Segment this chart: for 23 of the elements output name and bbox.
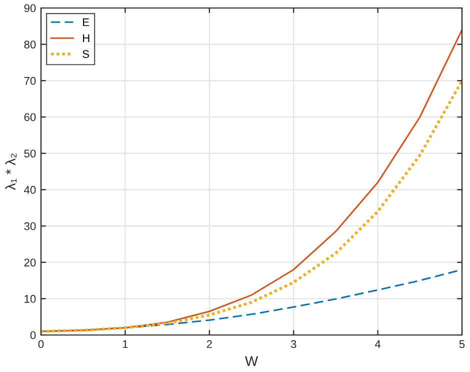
x-tick-label: 1 [122,340,128,348]
legend-label: S [82,50,90,58]
y-tick-label: 90 [24,4,36,12]
x-tick-label: 0 [38,340,44,348]
y-tick-label: 0 [30,331,36,340]
x-tick-label: 3 [290,340,296,348]
y-tick-label: 20 [24,258,36,266]
y-tick-label: 60 [24,113,36,122]
x-tick-label: 4 [374,340,381,348]
y-tick-label: 30 [24,222,36,230]
y-tick-label: 70 [24,76,36,85]
y-tick-label: 50 [24,150,36,158]
line-series [41,79,462,333]
line-series [41,29,462,332]
y-tick-label: 40 [24,186,36,194]
y-axis-title: λ₁ * λ₂ [5,154,17,190]
x-tick-label: 5 [459,340,465,348]
legend-label: E [83,18,90,26]
y-tick-label: 10 [24,294,36,303]
y-tick-label: 80 [24,40,36,48]
x-tick-label: 2 [206,340,212,348]
x-axis-title: W [245,356,258,366]
legend-label: H [83,34,90,42]
